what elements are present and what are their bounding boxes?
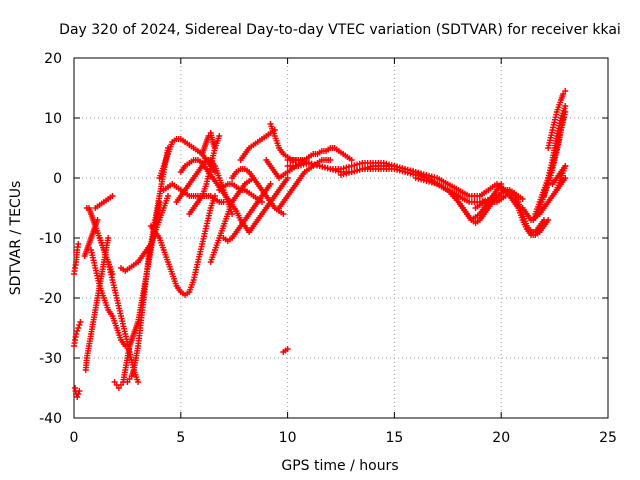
data-point	[74, 394, 81, 400]
y-tick-label: -20	[39, 291, 62, 307]
y-tick-label: -30	[39, 351, 62, 367]
data-point	[562, 163, 569, 169]
data-point	[545, 217, 552, 223]
axis-ticks: 0 5 10 15 20 25 -40 -30 -20 -10 0 10 20	[39, 51, 617, 446]
data-point	[77, 319, 84, 325]
x-axis-label: GPS time / hours	[281, 458, 398, 474]
data-point	[348, 157, 355, 163]
x-tick-label: 25	[599, 430, 617, 446]
data-point	[562, 88, 569, 94]
x-tick-label: 15	[385, 430, 403, 446]
data-point	[75, 241, 82, 247]
y-tick-label: -40	[39, 411, 62, 427]
chart-title: Day 320 of 2024, Sidereal Day-to-day VTE…	[59, 22, 621, 38]
data-points	[71, 88, 569, 400]
data-point	[284, 175, 291, 181]
data-point	[327, 157, 334, 163]
x-tick-label: 5	[176, 430, 185, 446]
data-point	[76, 388, 83, 394]
y-tick-label: 0	[53, 171, 62, 187]
y-tick-label: -10	[39, 231, 62, 247]
data-point	[135, 379, 142, 385]
data-point	[267, 181, 274, 187]
data-point	[562, 103, 569, 109]
y-axis-label: SDTVAR / TECUs	[8, 181, 24, 296]
data-point	[284, 346, 291, 352]
data-point	[76, 322, 83, 328]
data-point	[211, 145, 218, 151]
x-tick-label: 0	[70, 430, 79, 446]
data-point	[105, 235, 112, 241]
data-point	[109, 193, 116, 199]
data-point	[280, 211, 287, 217]
data-point	[216, 133, 223, 139]
y-tick-label: 10	[44, 111, 62, 127]
x-tick-label: 10	[279, 430, 297, 446]
data-point	[73, 331, 80, 337]
data-point	[74, 328, 81, 334]
x-tick-label: 20	[492, 430, 510, 446]
data-point	[164, 193, 171, 199]
data-point	[75, 391, 82, 397]
y-tick-label: 20	[44, 51, 62, 67]
data-point	[519, 196, 526, 202]
data-point	[75, 325, 82, 331]
